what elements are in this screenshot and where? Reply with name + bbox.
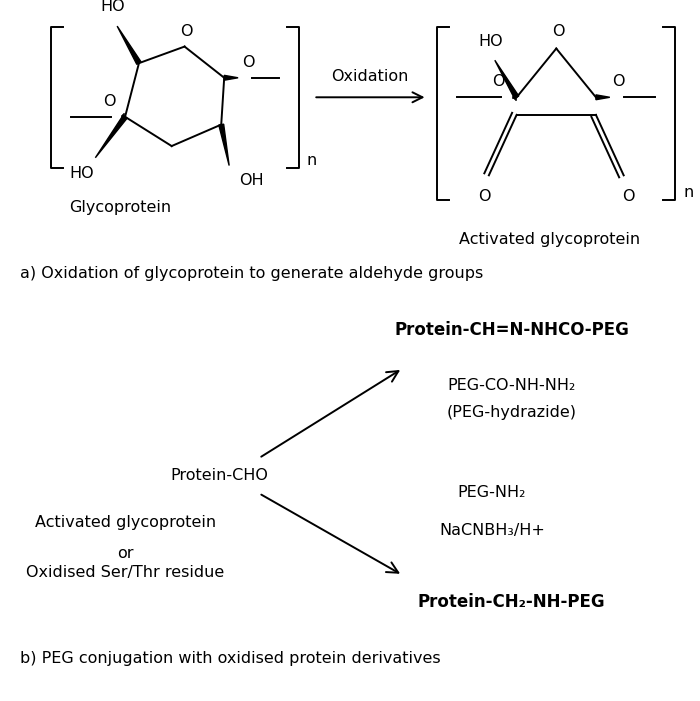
Text: O: O: [242, 55, 255, 70]
Text: NaCNBH₃/H+: NaCNBH₃/H+: [439, 522, 545, 538]
Text: PEG-NH₂: PEG-NH₂: [458, 486, 526, 501]
Text: O: O: [552, 24, 564, 39]
Text: (PEG-hydrazide): (PEG-hydrazide): [447, 405, 577, 421]
Text: HO: HO: [69, 165, 94, 181]
Text: Activated glycoprotein: Activated glycoprotein: [34, 515, 216, 530]
Polygon shape: [224, 75, 238, 80]
Text: n: n: [683, 185, 694, 200]
Text: OH: OH: [239, 173, 264, 189]
Text: or: or: [117, 546, 133, 561]
Text: O: O: [181, 24, 192, 39]
Text: O: O: [103, 94, 116, 109]
Text: Glycoprotein: Glycoprotein: [69, 200, 172, 215]
Text: Protein-CH₂-NH-PEG: Protein-CH₂-NH-PEG: [418, 593, 606, 611]
Text: HO: HO: [479, 34, 503, 48]
Text: O: O: [493, 74, 505, 90]
Text: Oxidation: Oxidation: [331, 69, 409, 83]
Text: Protein-CH=N-NHCO-PEG: Protein-CH=N-NHCO-PEG: [394, 321, 629, 339]
Polygon shape: [95, 116, 127, 158]
Text: n: n: [307, 154, 316, 168]
Polygon shape: [495, 60, 519, 99]
Text: Protein-CHO: Protein-CHO: [170, 468, 268, 483]
Text: HO: HO: [101, 0, 125, 15]
Text: a) Oxidation of glycoprotein to generate aldehyde groups: a) Oxidation of glycoprotein to generate…: [20, 266, 483, 281]
Text: b) PEG conjugation with oxidised protein derivatives: b) PEG conjugation with oxidised protein…: [20, 651, 440, 666]
Text: O: O: [612, 74, 624, 90]
Text: Activated glycoprotein: Activated glycoprotein: [458, 232, 640, 247]
Polygon shape: [219, 124, 229, 165]
Text: O: O: [477, 189, 490, 204]
Polygon shape: [596, 95, 610, 100]
Polygon shape: [117, 26, 141, 64]
Text: Oxidised Ser/Thr residue: Oxidised Ser/Thr residue: [26, 566, 224, 580]
Text: O: O: [622, 189, 635, 204]
Text: PEG-CO-NH-NH₂: PEG-CO-NH-NH₂: [447, 378, 576, 393]
